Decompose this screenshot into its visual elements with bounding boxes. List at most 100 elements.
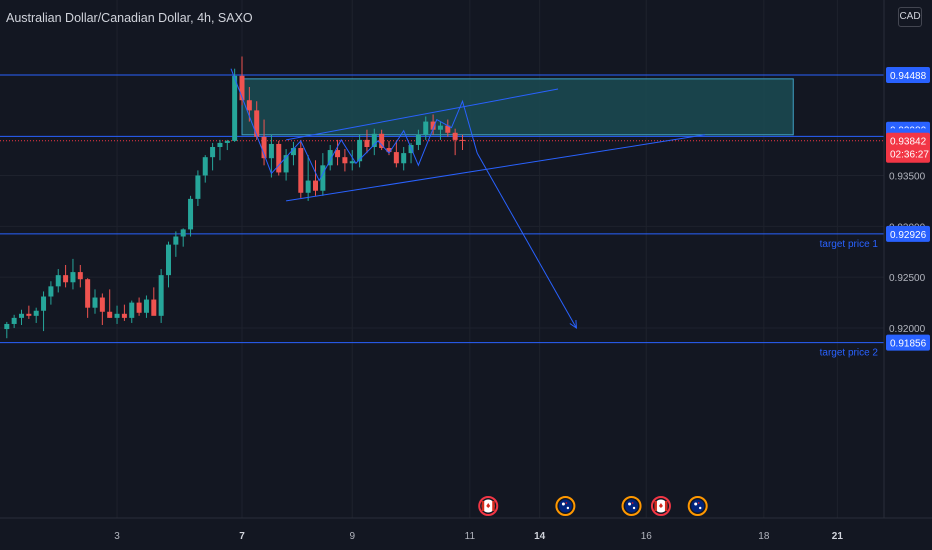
maple-leaf — [658, 503, 663, 508]
wedge-upper-line[interactable] — [286, 88, 559, 141]
candle-body — [313, 180, 318, 191]
candle-body — [364, 139, 370, 148]
flag-band-right — [664, 501, 668, 511]
last-price-label: 0.93842 — [890, 137, 927, 148]
candle-body — [195, 175, 201, 199]
candle — [364, 129, 370, 154]
candle-body — [85, 279, 91, 308]
candle-body — [77, 272, 83, 280]
candle — [92, 289, 98, 314]
event-flag-australia-icon[interactable] — [621, 496, 642, 516]
candle — [195, 170, 201, 206]
candle-body — [55, 275, 61, 287]
candle — [85, 278, 91, 318]
candle-body — [254, 110, 260, 137]
level-price-tag[interactable] — [886, 225, 930, 242]
economic-events[interactable] — [478, 496, 708, 516]
candle — [276, 140, 282, 176]
time-axis[interactable]: 3 7 9 11 14 16 18 21 — [0, 517, 932, 542]
candle-body — [173, 236, 179, 245]
candle — [254, 101, 260, 140]
candle-body — [136, 302, 142, 313]
candle-body — [371, 133, 377, 148]
candle — [335, 139, 341, 166]
level-note: target price 1 — [820, 239, 879, 250]
candle-body — [342, 157, 348, 164]
flag-dot — [697, 502, 700, 504]
candle — [393, 140, 399, 168]
flag-star — [694, 502, 698, 506]
candle-body — [276, 143, 282, 173]
price-tick: 0.92500 — [889, 273, 926, 284]
time-tick: 7 — [239, 531, 245, 542]
candle — [121, 304, 127, 321]
candle — [41, 291, 47, 332]
candle-body — [26, 313, 32, 316]
candle — [357, 134, 363, 168]
candle-body — [129, 302, 135, 318]
candle — [371, 128, 377, 156]
candle — [305, 155, 311, 201]
candle-body — [415, 134, 421, 145]
candle — [298, 139, 304, 198]
candle-body — [239, 75, 245, 101]
projection-arrow[interactable] — [476, 152, 577, 329]
candle-body — [41, 296, 47, 311]
zigzag-pattern-line[interactable] — [230, 68, 478, 182]
level-note: target price 2 — [820, 348, 879, 359]
flag-dot — [565, 502, 568, 504]
candle — [210, 142, 216, 171]
time-tick: 18 — [758, 531, 770, 542]
candle-body — [70, 272, 76, 283]
candle-body — [202, 157, 208, 176]
last-price-tag[interactable] — [886, 132, 930, 163]
candle — [437, 121, 443, 140]
supply-zone-rect[interactable] — [241, 78, 794, 136]
candle-body — [437, 125, 443, 130]
event-flag-australia-icon[interactable] — [687, 496, 708, 516]
candle-body — [327, 150, 333, 166]
event-flag-australia-icon[interactable] — [555, 496, 576, 516]
wedge-lower-line[interactable] — [286, 134, 706, 202]
price-axis[interactable]: 0.935000.930000.925000.920000.939800.944… — [883, 0, 932, 550]
candle-body — [48, 286, 54, 297]
candle-body — [268, 143, 274, 159]
level-price-label: 0.94488 — [890, 71, 927, 82]
flag-base — [558, 499, 572, 513]
candle — [290, 141, 296, 166]
candle — [379, 129, 385, 151]
candle — [313, 160, 318, 196]
price-tick: 0.92000 — [889, 324, 926, 335]
maple-leaf — [486, 503, 491, 508]
symbol-title: Australian Dollar/Canadian Dollar, 4h, S… — [6, 11, 253, 25]
candle-body — [107, 311, 113, 318]
trend-drawings[interactable] — [230, 68, 706, 330]
candle — [143, 295, 149, 318]
level-price-tag[interactable] — [886, 334, 930, 351]
candle — [327, 144, 333, 171]
candle — [452, 128, 458, 156]
candle-body — [290, 148, 296, 156]
candle — [158, 269, 164, 323]
candle-body — [460, 139, 465, 141]
time-tick: 14 — [534, 531, 546, 542]
event-flag-canada-icon[interactable] — [478, 496, 499, 516]
price-axis-bg — [884, 0, 932, 550]
candle-body — [217, 142, 223, 148]
horizontal-levels[interactable]: target price 1 target price 2 — [0, 74, 884, 359]
candle — [151, 287, 157, 316]
level-price-tag[interactable] — [886, 67, 930, 83]
supply-zone[interactable] — [241, 78, 794, 136]
candle — [460, 134, 465, 151]
candle-body — [63, 275, 69, 283]
currency-button[interactable]: CAD — [898, 7, 922, 27]
time-tick: 16 — [641, 531, 653, 542]
flag-band-right — [492, 501, 495, 511]
candle — [268, 134, 274, 178]
flag-dot — [631, 502, 634, 504]
candle-body — [335, 150, 341, 158]
event-flag-canada-icon[interactable] — [650, 496, 671, 516]
flag-band-left — [654, 501, 657, 511]
candle — [217, 139, 223, 161]
